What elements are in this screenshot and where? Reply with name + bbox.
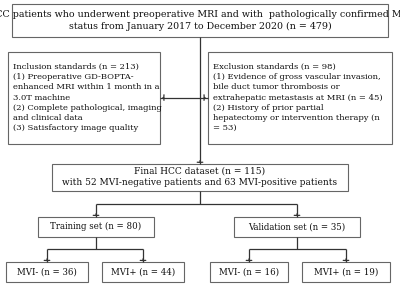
Text: Validation set (n = 35): Validation set (n = 35) <box>248 222 346 231</box>
Text: MVI+ (n = 44): MVI+ (n = 44) <box>111 267 175 276</box>
FancyBboxPatch shape <box>234 217 360 237</box>
Text: MVI- (n = 36): MVI- (n = 36) <box>17 267 77 276</box>
FancyBboxPatch shape <box>6 262 88 282</box>
Text: HCC patients who underwent preoperative MRI and with  pathologically confirmed M: HCC patients who underwent preoperative … <box>0 11 400 31</box>
FancyBboxPatch shape <box>8 52 160 144</box>
FancyBboxPatch shape <box>302 262 390 282</box>
FancyBboxPatch shape <box>102 262 184 282</box>
Text: MVI- (n = 16): MVI- (n = 16) <box>219 267 279 276</box>
FancyBboxPatch shape <box>38 217 154 237</box>
FancyBboxPatch shape <box>12 4 388 37</box>
FancyBboxPatch shape <box>52 164 348 191</box>
Text: Inclusion standards (n = 213)
(1) Preoperative GD-BOPTA-
enhanced MRI within 1 m: Inclusion standards (n = 213) (1) Preope… <box>13 63 162 132</box>
Text: Final HCC dataset (n = 115)
with 52 MVI-negative patients and 63 MVI-positive pa: Final HCC dataset (n = 115) with 52 MVI-… <box>62 167 338 187</box>
FancyBboxPatch shape <box>208 52 392 144</box>
Text: Training set (n = 80): Training set (n = 80) <box>50 222 142 231</box>
Text: MVI+ (n = 19): MVI+ (n = 19) <box>314 267 378 276</box>
Text: Exclusion standards (n = 98)
(1) Evidence of gross vascular invasion,
bile duct : Exclusion standards (n = 98) (1) Evidenc… <box>213 63 383 132</box>
FancyBboxPatch shape <box>210 262 288 282</box>
